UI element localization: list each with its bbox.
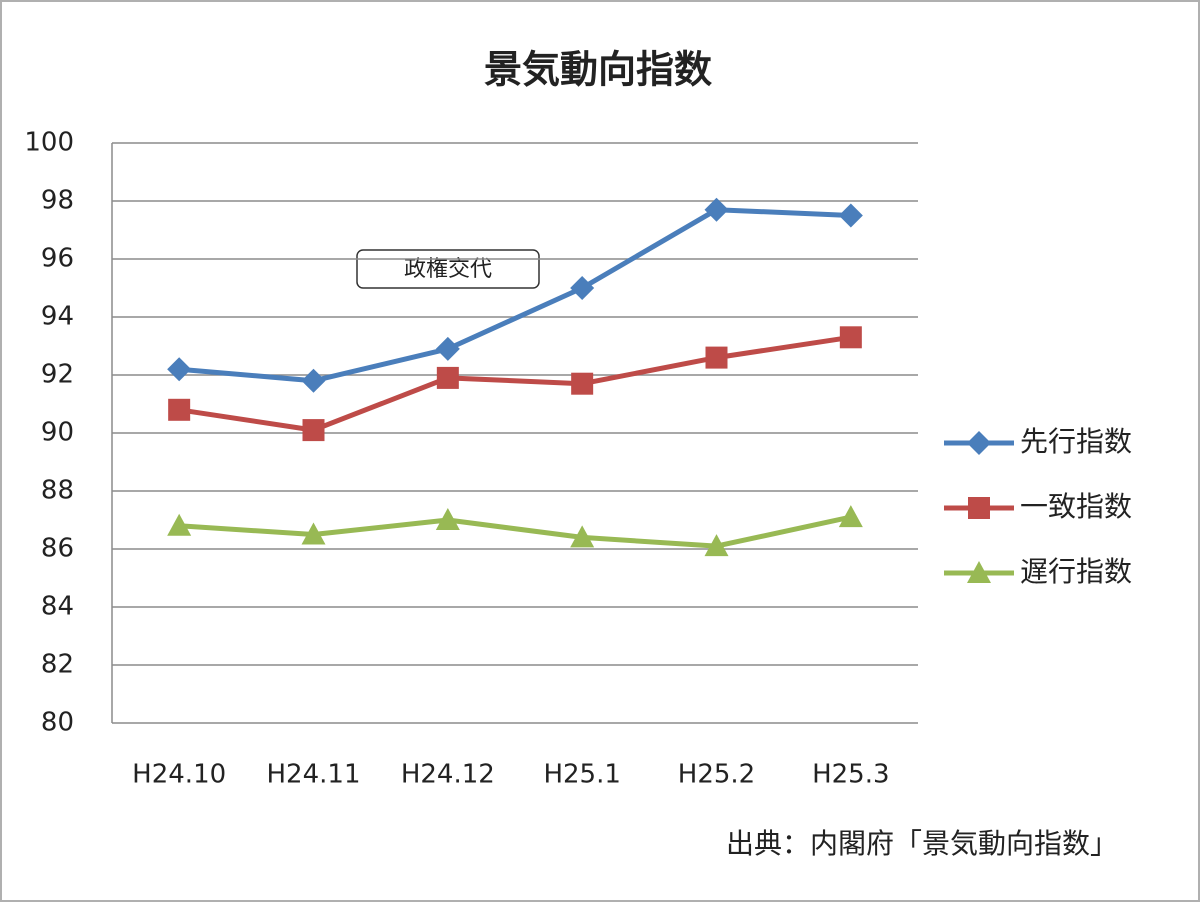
legend-label: 一致指数 bbox=[1020, 490, 1132, 523]
series-line bbox=[178, 207, 851, 384]
data-point bbox=[302, 419, 325, 442]
data-point bbox=[570, 276, 595, 300]
legend-label: 先行指数 bbox=[1020, 425, 1132, 458]
data-point bbox=[168, 398, 191, 421]
data-point bbox=[704, 534, 729, 557]
x-tick-label: H25.1 bbox=[543, 760, 620, 790]
x-tick-label: H24.11 bbox=[267, 760, 361, 790]
data-point bbox=[571, 372, 594, 395]
series-line bbox=[179, 514, 852, 549]
x-tick-label: H25.2 bbox=[678, 760, 755, 790]
x-tick-label: H25.3 bbox=[812, 760, 889, 790]
legend-marker bbox=[967, 561, 991, 583]
y-tick-label: 80 bbox=[41, 708, 74, 738]
x-tick-label: H24.10 bbox=[132, 760, 226, 790]
data-point bbox=[838, 203, 863, 228]
annotation: 政権交代 bbox=[404, 257, 492, 282]
legend-marker bbox=[967, 431, 991, 455]
data-point bbox=[705, 346, 728, 369]
data-point bbox=[839, 326, 862, 349]
y-tick-label: 88 bbox=[41, 476, 74, 506]
data-point bbox=[704, 197, 729, 222]
y-tick-label: 94 bbox=[41, 302, 74, 332]
y-tick-label: 84 bbox=[41, 592, 74, 622]
y-tick-label: 100 bbox=[24, 128, 74, 158]
data-point bbox=[167, 513, 192, 536]
series-line bbox=[178, 334, 852, 433]
data-point bbox=[167, 357, 192, 382]
data-point bbox=[436, 366, 459, 389]
y-tick-label: 86 bbox=[41, 534, 74, 564]
y-tick-label: 98 bbox=[41, 186, 74, 216]
data-point bbox=[570, 525, 595, 548]
chart-title: 景気動向指数 bbox=[484, 48, 712, 92]
legend-marker bbox=[968, 497, 990, 519]
legend-label: 遅行指数 bbox=[1020, 555, 1132, 588]
data-point bbox=[301, 522, 326, 545]
data-point bbox=[301, 368, 326, 393]
y-tick-label: 90 bbox=[41, 418, 74, 448]
data-point bbox=[838, 505, 863, 528]
x-tick-label: H24.12 bbox=[401, 760, 495, 790]
data-point bbox=[435, 508, 460, 530]
y-tick-label: 92 bbox=[41, 360, 74, 390]
data-point bbox=[435, 336, 460, 361]
source: 出典：内閣府「景気動向指数」 bbox=[726, 827, 1118, 860]
y-tick-label: 82 bbox=[41, 650, 74, 680]
y-tick-label: 96 bbox=[41, 244, 74, 274]
